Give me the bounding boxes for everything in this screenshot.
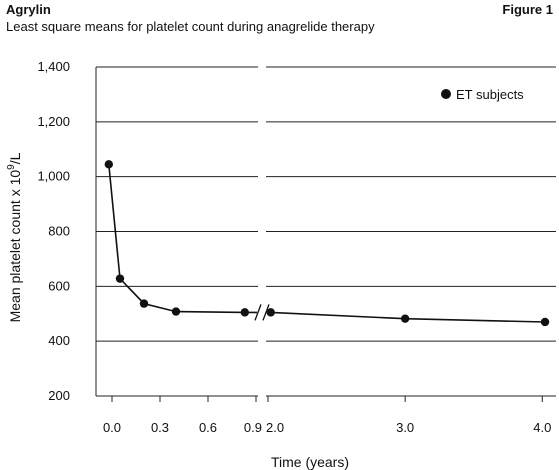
y-tick-label-800: 800	[48, 224, 70, 239]
data-point-5	[266, 308, 275, 317]
data-point-1	[115, 274, 125, 283]
data-point-3	[171, 307, 181, 316]
drug-name: Agrylin	[6, 2, 51, 17]
data-point-4	[240, 308, 249, 317]
y-tick-label-1000: 1,000	[37, 169, 70, 184]
data-point-2	[139, 299, 149, 308]
x-tick-label-0.0: 0.0	[103, 420, 121, 435]
x-tick-label-2.0: 2.0	[266, 420, 284, 435]
x-tick-label-3.0: 3.0	[396, 420, 414, 435]
data-point-6	[400, 314, 410, 323]
x-axis-label: Time (years)	[271, 454, 349, 470]
x-tick-label-4.0: 4.0	[533, 420, 551, 435]
y-tick-label-200: 200	[48, 388, 70, 403]
x-tick-label-0.6: 0.6	[199, 420, 217, 435]
data-point-0	[104, 160, 114, 169]
y-axis-label: Mean platelet count x 109/L	[6, 152, 23, 322]
y-tick-label-600: 600	[48, 278, 70, 293]
axis-break-mark-left	[254, 304, 262, 321]
y-tick-label-400: 400	[48, 333, 70, 348]
x-tick-label-0.3: 0.3	[151, 420, 169, 435]
figure-label: Figure 1	[502, 2, 553, 17]
data-point-7	[540, 317, 550, 327]
legend-label: ET subjects	[456, 87, 524, 102]
series-line-left	[108, 164, 257, 314]
axis-break-mark-right	[262, 304, 270, 321]
legend-marker	[441, 89, 451, 99]
y-tick-label-1400: 1,400	[37, 59, 70, 74]
chart-subtitle: Least square means for platelet count du…	[6, 19, 375, 34]
x-tick-label-0.9: 0.9	[244, 420, 262, 435]
y-tick-label-1200: 1,200	[37, 114, 70, 129]
